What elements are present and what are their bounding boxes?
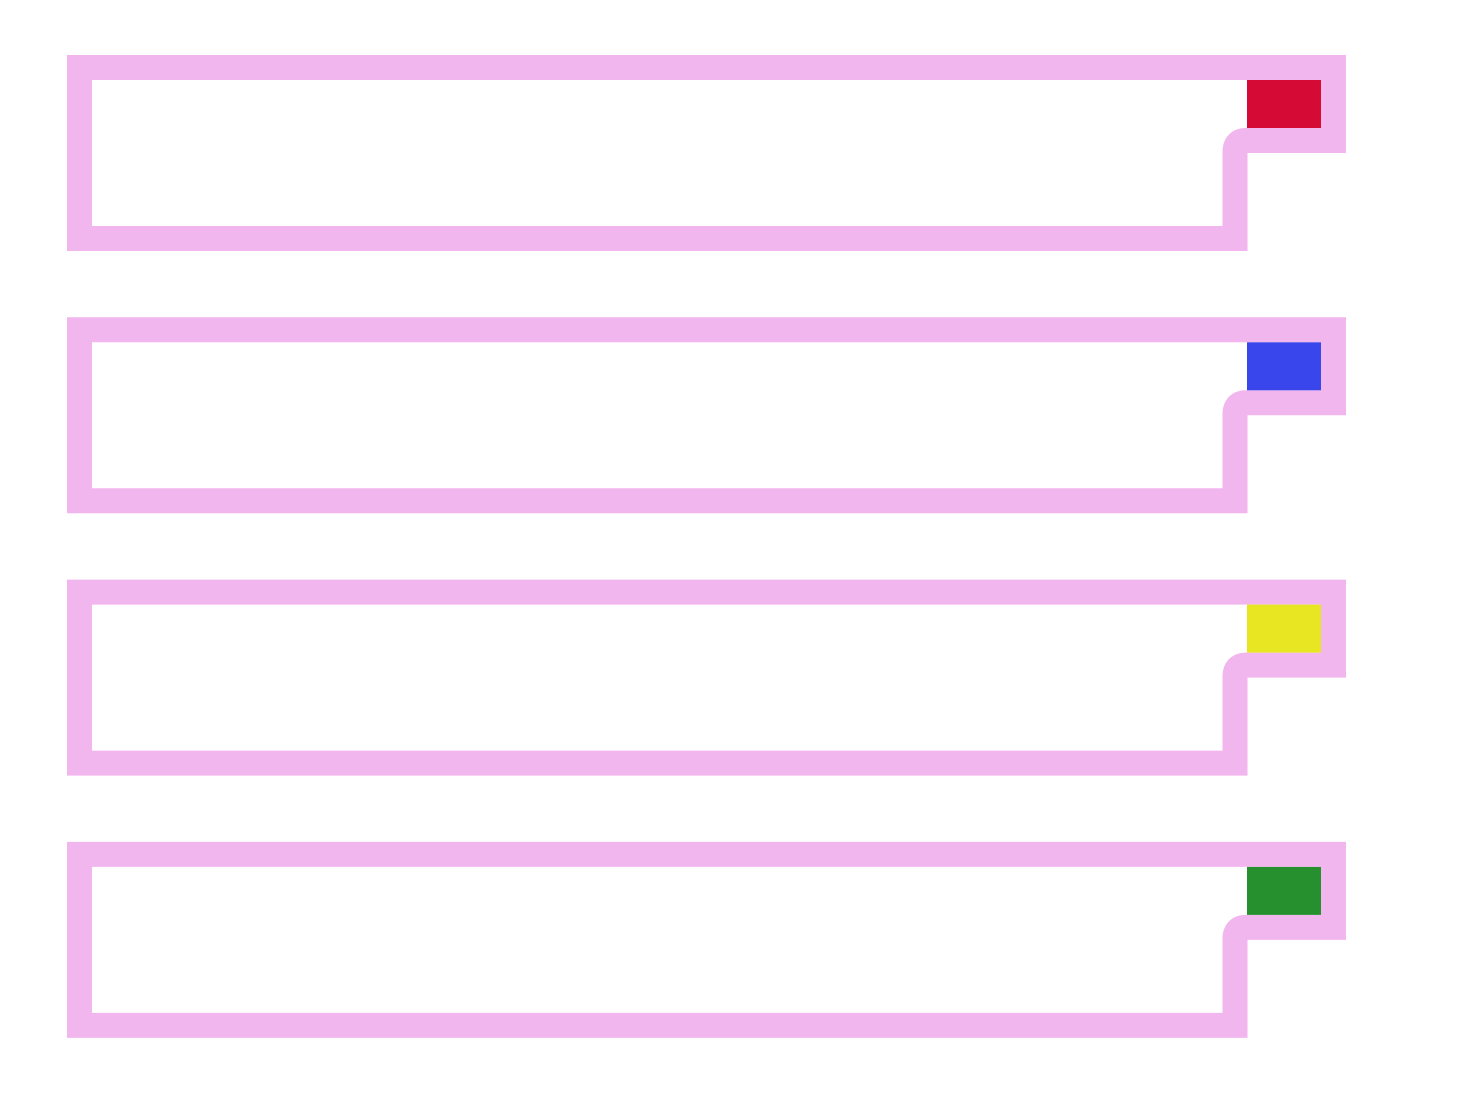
panel [67, 55, 1346, 251]
color-swatch [1247, 866, 1321, 915]
panel-outline [67, 841, 1346, 1038]
panel [67, 579, 1346, 776]
color-swatch [1247, 604, 1321, 653]
panel-outline [67, 55, 1346, 251]
panel [67, 317, 1346, 514]
color-swatch [1247, 342, 1321, 391]
panel-outline [67, 579, 1346, 776]
panel-outline [67, 317, 1346, 514]
panel [67, 841, 1346, 1038]
color-swatch [1247, 80, 1321, 128]
